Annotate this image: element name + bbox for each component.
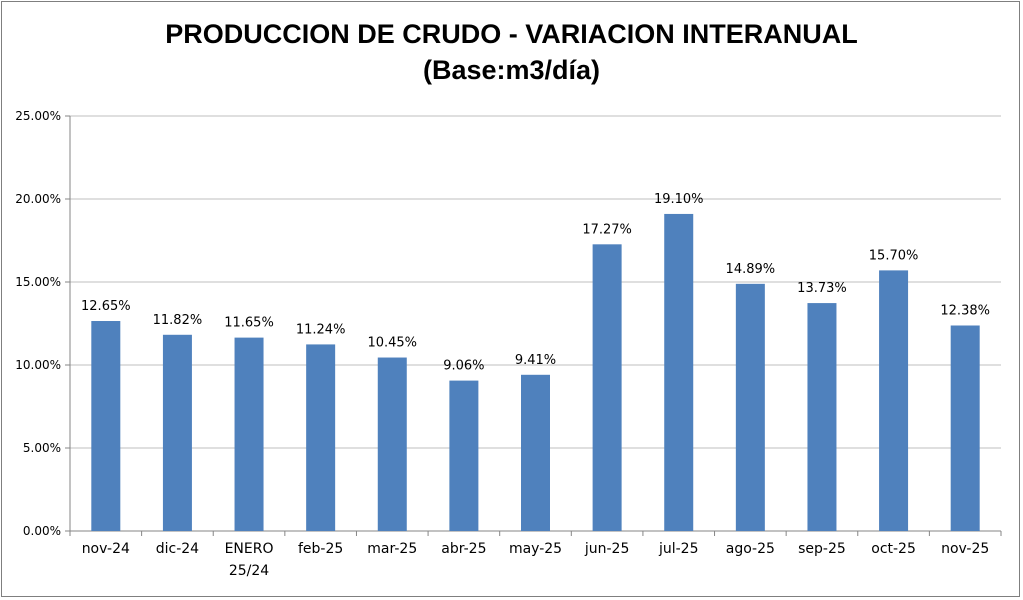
x-tick-label: mar-25 xyxy=(367,541,417,557)
x-tick-label: feb-25 xyxy=(298,541,343,557)
x-tick-label: jul-25 xyxy=(658,541,699,557)
bar xyxy=(807,303,837,531)
x-tick-label: abr-25 xyxy=(441,541,486,557)
bar xyxy=(91,321,121,531)
x-tick-label: nov-25 xyxy=(941,541,989,557)
x-tick-label: may-25 xyxy=(509,541,562,557)
data-label: 15.70% xyxy=(869,248,919,263)
data-label: 17.27% xyxy=(582,222,632,237)
data-label: 14.89% xyxy=(726,262,776,277)
bar xyxy=(735,283,765,531)
x-tick-label: dic-24 xyxy=(156,541,199,557)
chart-title-block: PRODUCCION DE CRUDO - VARIACION INTERANU… xyxy=(0,16,1023,88)
data-label: 19.10% xyxy=(654,192,704,207)
data-label: 11.82% xyxy=(153,313,203,328)
x-tick-label: jun-25 xyxy=(584,541,630,557)
bar xyxy=(449,380,479,531)
data-label: 9.41% xyxy=(515,353,556,368)
data-label: 11.24% xyxy=(296,322,346,337)
data-label: 9.06% xyxy=(443,359,484,374)
bar xyxy=(521,374,550,531)
y-tick-label: 10.00% xyxy=(15,358,61,372)
y-tick-label: 0.00% xyxy=(23,524,61,538)
y-tick-label: 5.00% xyxy=(23,441,61,455)
chart-title: PRODUCCION DE CRUDO - VARIACION INTERANU… xyxy=(165,19,858,49)
data-label: 12.38% xyxy=(940,303,990,318)
bar xyxy=(234,337,264,531)
bar xyxy=(664,213,694,531)
x-tick-label: oct-25 xyxy=(871,541,916,557)
y-tick-label: 15.00% xyxy=(15,275,61,289)
data-label: 10.45% xyxy=(367,336,417,351)
y-tick-label: 25.00% xyxy=(15,109,61,123)
bar xyxy=(162,334,192,531)
bar xyxy=(592,244,622,531)
bar xyxy=(879,270,909,531)
data-label: 12.65% xyxy=(81,299,131,314)
y-tick-label: 20.00% xyxy=(15,192,61,206)
data-label: 13.73% xyxy=(797,281,847,296)
x-tick-label: sep-25 xyxy=(798,541,846,557)
x-tick-label: ago-25 xyxy=(726,541,775,557)
bar xyxy=(377,357,407,531)
data-label: 11.65% xyxy=(224,316,274,331)
x-tick-label: nov-24 xyxy=(82,541,130,557)
x-tick-label: ENERO 25/24 xyxy=(225,541,274,579)
bar xyxy=(950,325,980,531)
bar xyxy=(306,344,336,531)
chart-subtitle: (Base:m3/día) xyxy=(422,55,601,85)
